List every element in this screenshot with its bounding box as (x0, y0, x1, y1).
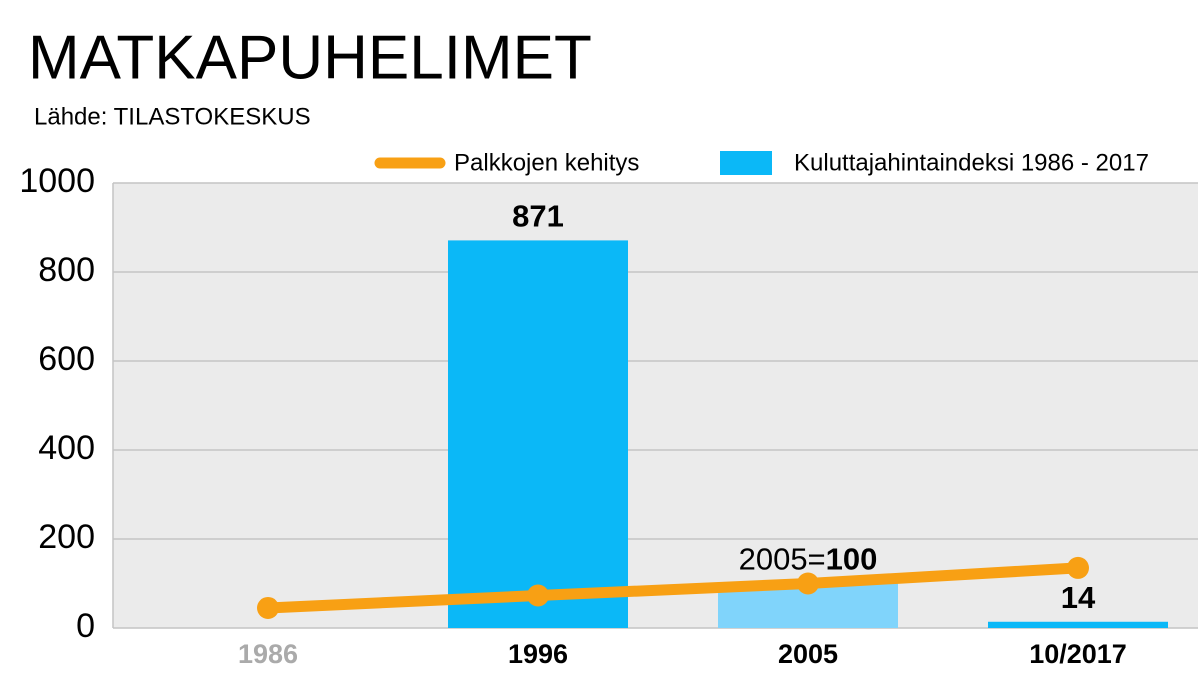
legend-swatch (720, 151, 772, 175)
x-tick-label: 2005 (778, 639, 838, 669)
line-point (1067, 556, 1089, 579)
data-label: 2005=100 (739, 542, 878, 577)
line-point (527, 584, 549, 607)
chart-subtitle: Lähde: TILASTOKESKUS (34, 103, 311, 130)
data-label: 871 (512, 199, 564, 234)
data-label-part: 2005= (739, 542, 826, 577)
plot-background (113, 183, 1198, 628)
data-label-part: 100 (826, 542, 878, 577)
data-label: 14 (1061, 580, 1096, 615)
y-tick-label: 200 (38, 518, 95, 556)
bar (988, 621, 1168, 628)
x-tick-label: 10/2017 (1029, 639, 1127, 669)
bar (448, 240, 628, 628)
x-tick-label: 1996 (508, 639, 568, 669)
line-point (797, 572, 819, 595)
line (267, 562, 1079, 614)
y-tick-label: 1000 (19, 162, 95, 200)
y-tick-label: 600 (38, 340, 95, 378)
y-tick-label: 0 (76, 607, 95, 645)
chart-title: MATKAPUHELIMET (28, 23, 592, 92)
x-tick-label: 1986 (238, 639, 298, 669)
line-point (257, 596, 279, 619)
legend-label: Kuluttajahintaindeksi 1986 - 2017 (794, 149, 1149, 176)
y-tick-label: 800 (38, 251, 95, 289)
legend-label: Palkkojen kehitys (454, 149, 639, 176)
y-tick-label: 400 (38, 429, 95, 467)
